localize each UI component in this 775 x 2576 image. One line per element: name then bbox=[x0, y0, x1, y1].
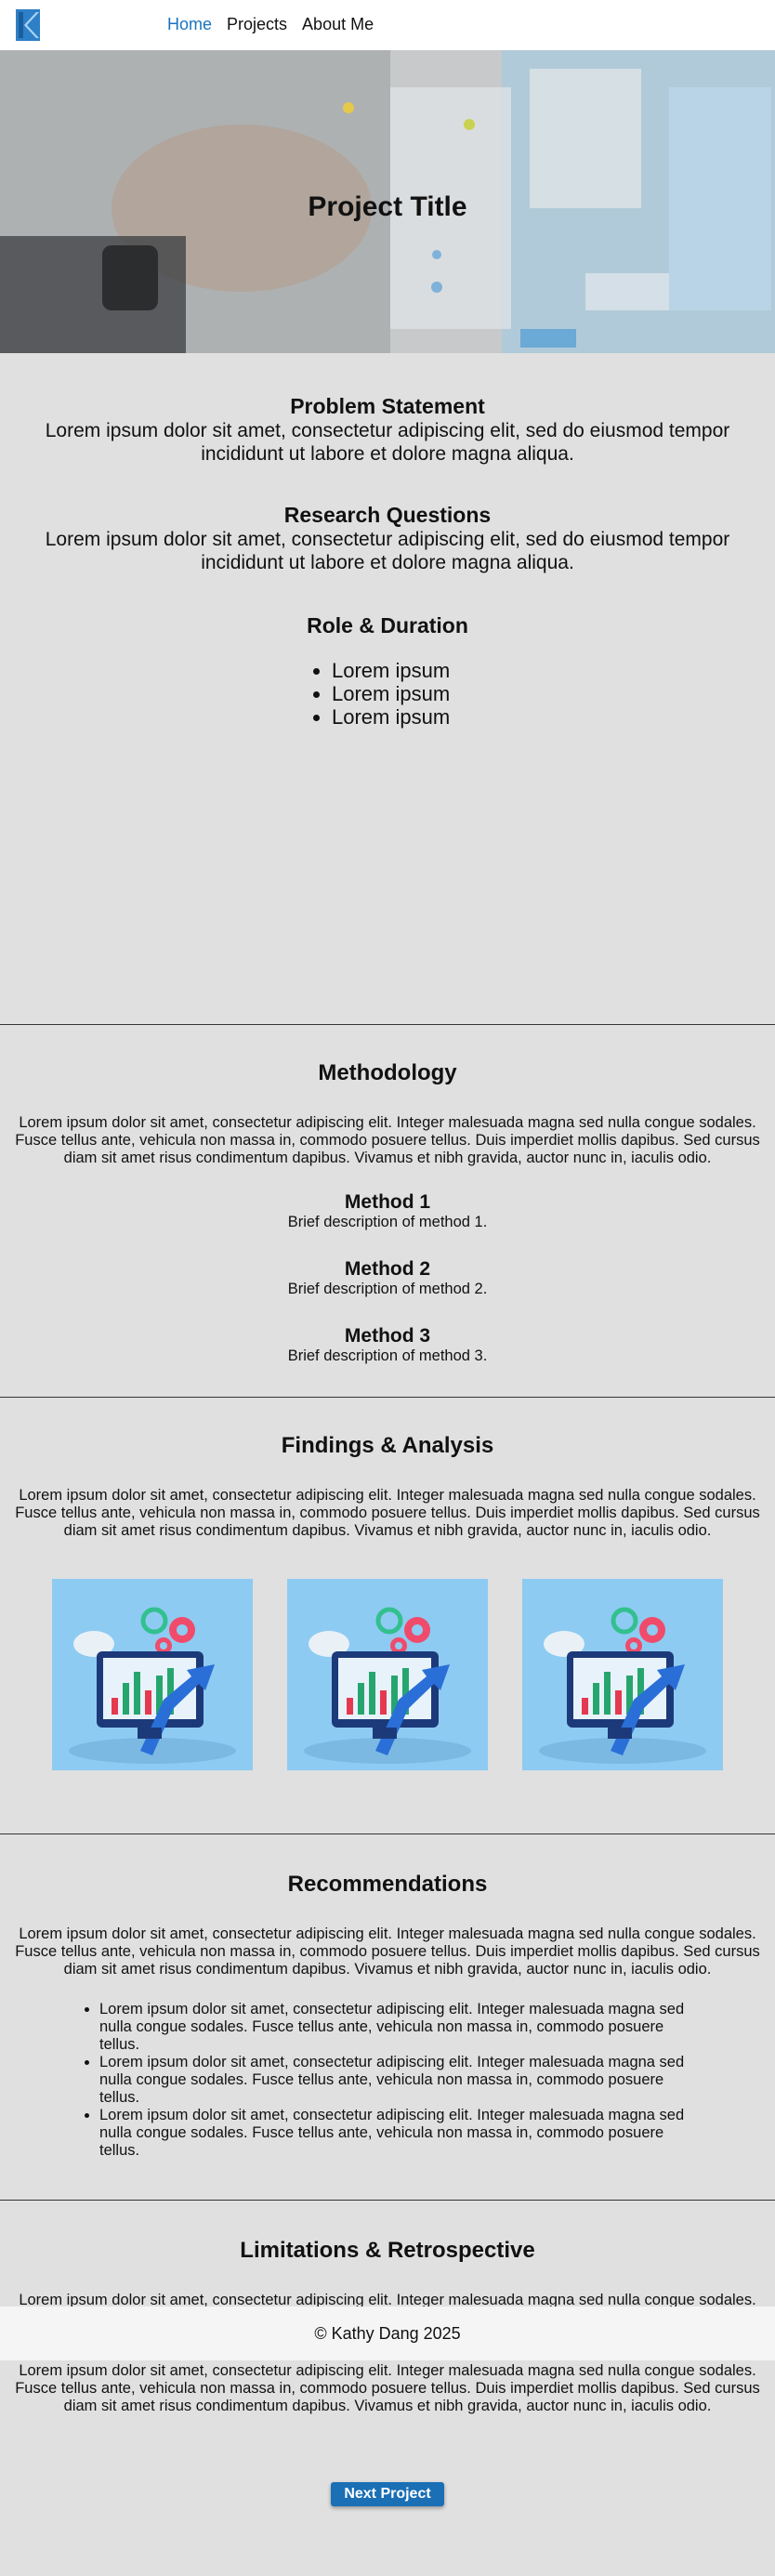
nav-about-link[interactable]: About Me bbox=[302, 15, 374, 33]
problem-statement-heading: Problem Statement bbox=[290, 394, 485, 418]
next-project-button[interactable]: Next Project bbox=[331, 2482, 444, 2506]
recommendations-section: Recommendations Lorem ipsum dolor sit am… bbox=[0, 1834, 775, 2200]
analytics-chart-icon bbox=[522, 1579, 723, 1770]
section-divider bbox=[0, 2200, 775, 2201]
method-description: Brief description of method 3. bbox=[287, 1347, 488, 1364]
analytics-chart-icon bbox=[52, 1579, 253, 1770]
analytics-image[interactable] bbox=[287, 1579, 488, 1770]
problem-statement-text: Lorem ipsum dolor sit amet, consectetur … bbox=[45, 420, 730, 465]
section-divider bbox=[0, 1024, 775, 1025]
main-nav: Home Projects About Me bbox=[167, 15, 374, 34]
role-duration-heading: Role & Duration bbox=[307, 613, 468, 637]
list-item: Lorem ipsum dolor sit amet, consectetur … bbox=[99, 2107, 694, 2160]
method-description: Brief description of method 2. bbox=[287, 1281, 488, 1297]
list-item: Lorem ipsum bbox=[332, 682, 462, 705]
methodology-heading: Methodology bbox=[318, 1060, 457, 1085]
copyright-text: © Kathy Dang 2025 bbox=[314, 2324, 461, 2343]
method-title: Method 2 bbox=[344, 1258, 431, 1280]
research-questions-text: Lorem ipsum dolor sit amet, consectetur … bbox=[45, 529, 730, 573]
recommendations-list: Lorem ipsum dolor sit amet, consectetur … bbox=[81, 2001, 694, 2160]
method-item: Method 1 Brief description of method 1. bbox=[0, 1191, 775, 1231]
method-description: Brief description of method 1. bbox=[287, 1214, 488, 1230]
methodology-section: Methodology Lorem ipsum dolor sit amet, … bbox=[0, 1025, 775, 1397]
method-title: Method 1 bbox=[344, 1191, 431, 1213]
list-item: Lorem ipsum bbox=[332, 705, 462, 729]
site-footer: © Kathy Dang 2025 bbox=[0, 2307, 775, 2360]
hero-banner: Project Title bbox=[0, 50, 775, 353]
nav-home-link[interactable]: Home bbox=[167, 15, 213, 33]
findings-gallery bbox=[0, 1579, 775, 1770]
nav-projects-link[interactable]: Projects bbox=[227, 15, 288, 33]
list-item: Lorem ipsum bbox=[332, 659, 462, 682]
limitations-section: Limitations & Retrospective Lorem ipsum … bbox=[0, 2201, 775, 2576]
methodology-text: Lorem ipsum dolor sit amet, consectetur … bbox=[15, 1114, 760, 1166]
project-title: Project Title bbox=[308, 191, 467, 222]
recommendations-text: Lorem ipsum dolor sit amet, consectetur … bbox=[15, 1925, 760, 1978]
method-item: Method 3 Brief description of method 3. bbox=[0, 1325, 775, 1365]
section-divider bbox=[0, 1833, 775, 1834]
method-item: Method 2 Brief description of method 2. bbox=[0, 1258, 775, 1298]
findings-text: Lorem ipsum dolor sit amet, consectetur … bbox=[15, 1487, 760, 1539]
research-questions-heading: Research Questions bbox=[283, 503, 492, 527]
list-item: Lorem ipsum dolor sit amet, consectetur … bbox=[99, 2001, 694, 2054]
section-divider bbox=[0, 1397, 775, 1398]
site-header: Home Projects About Me bbox=[0, 0, 775, 50]
findings-heading: Findings & Analysis bbox=[281, 1433, 494, 1458]
method-title: Method 3 bbox=[344, 1325, 431, 1347]
analytics-image[interactable] bbox=[522, 1579, 723, 1770]
limitations-paragraph: Lorem ipsum dolor sit amet, consectetur … bbox=[15, 2362, 760, 2414]
recommendations-heading: Recommendations bbox=[287, 1872, 488, 1897]
analytics-chart-icon bbox=[287, 1579, 488, 1770]
findings-section: Findings & Analysis Lorem ipsum dolor si… bbox=[0, 1398, 775, 1833]
limitations-heading: Limitations & Retrospective bbox=[240, 2238, 535, 2263]
hero-background-image bbox=[0, 50, 775, 353]
role-list: Lorem ipsum Lorem ipsum Lorem ipsum bbox=[313, 659, 462, 729]
analytics-image[interactable] bbox=[52, 1579, 253, 1770]
overview-section: Problem Statement Lorem ipsum dolor sit … bbox=[0, 353, 775, 1024]
list-item: Lorem ipsum dolor sit amet, consectetur … bbox=[99, 2054, 694, 2107]
logo-icon[interactable] bbox=[16, 9, 40, 41]
